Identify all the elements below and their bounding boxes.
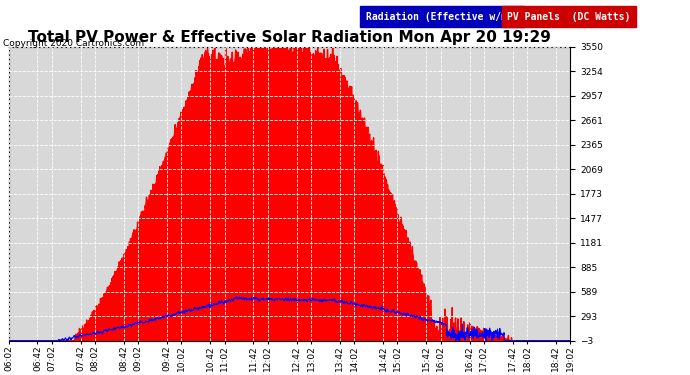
- Text: Copyright 2020 Cartronics.com: Copyright 2020 Cartronics.com: [3, 39, 145, 48]
- Text: Radiation (Effective w/m2): Radiation (Effective w/m2): [366, 12, 518, 22]
- Text: PV Panels  (DC Watts): PV Panels (DC Watts): [507, 12, 631, 22]
- Title: Total PV Power & Effective Solar Radiation Mon Apr 20 19:29: Total PV Power & Effective Solar Radiati…: [28, 30, 551, 45]
